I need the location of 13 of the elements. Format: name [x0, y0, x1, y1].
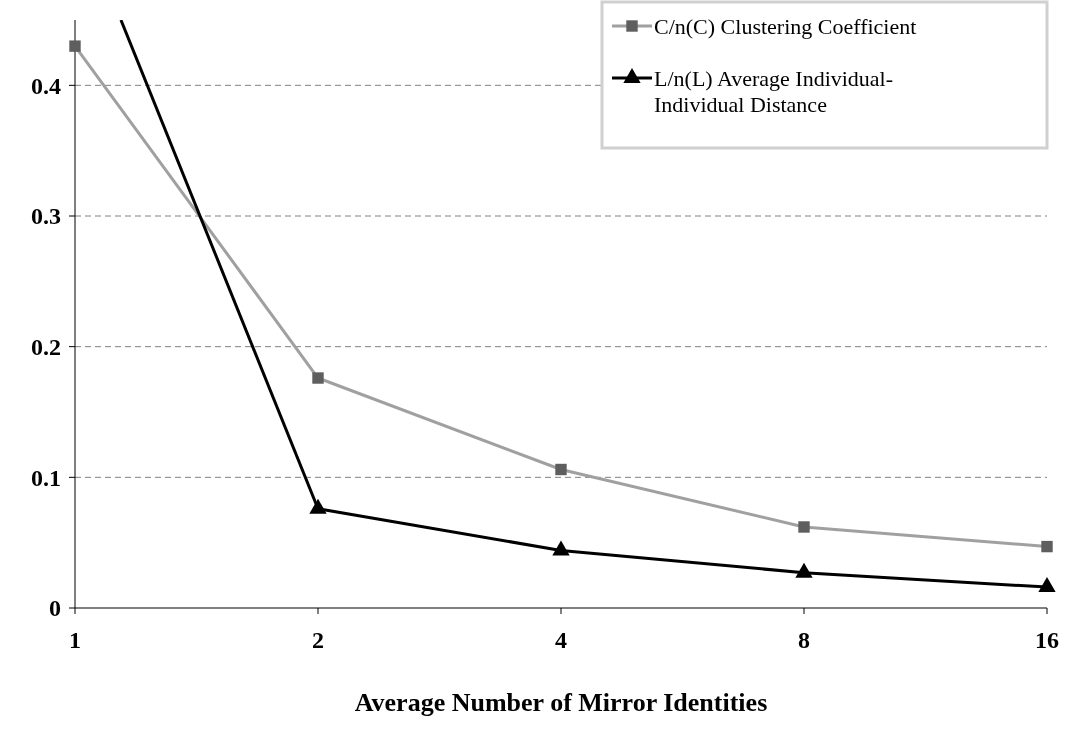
- x-tick-label: 1: [69, 627, 81, 653]
- y-tick-label: 0: [49, 595, 61, 622]
- x-axis-title: Average Number of Mirror Identities: [354, 688, 768, 717]
- y-tick-label: 0.3: [31, 203, 61, 230]
- x-tick-label: 8: [798, 627, 810, 653]
- y-tick-label: 0.4: [31, 72, 61, 99]
- legend-label: C/n(C) Clustering Coefficient: [654, 13, 917, 39]
- y-tick-label: 0.2: [31, 334, 61, 361]
- x-tick-label: 2: [312, 627, 324, 653]
- legend-label: L/n(L) Average Individual-Individual Distance: [654, 65, 894, 117]
- x-tick-label: 16: [1035, 627, 1059, 653]
- x-tick-label: 4: [555, 627, 567, 653]
- y-tick-label: 0.1: [31, 464, 61, 491]
